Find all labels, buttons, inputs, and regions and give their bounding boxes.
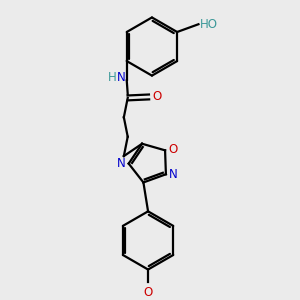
Text: O: O xyxy=(143,286,153,299)
Text: N: N xyxy=(117,71,126,84)
Text: HO: HO xyxy=(200,18,217,31)
Text: N: N xyxy=(169,168,178,181)
Text: N: N xyxy=(117,157,126,170)
Text: H: H xyxy=(108,71,117,84)
Text: O: O xyxy=(152,91,161,103)
Text: O: O xyxy=(168,143,177,156)
